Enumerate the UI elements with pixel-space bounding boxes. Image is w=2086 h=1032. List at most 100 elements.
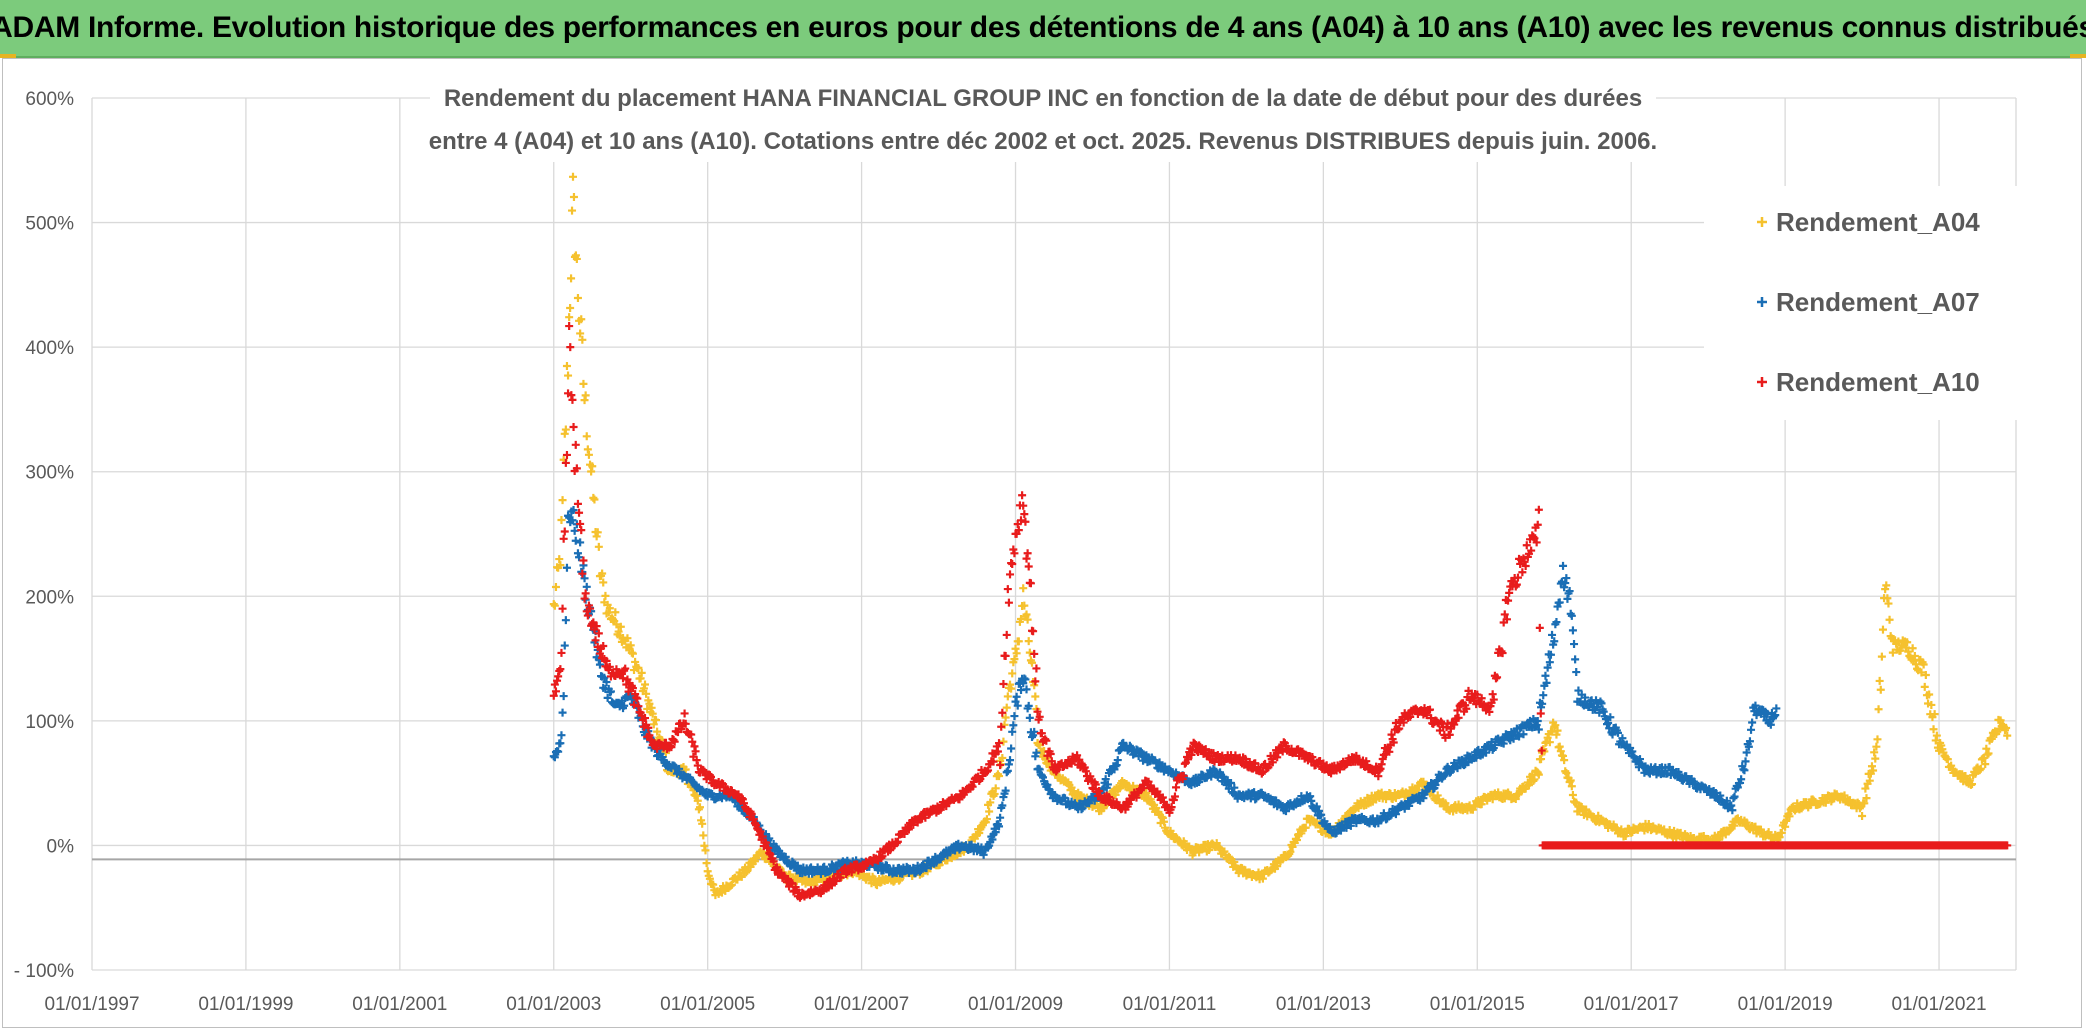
point-Rendement_A04: [611, 608, 620, 617]
point-Rendement_A10: [680, 709, 689, 718]
point-Rendement_A10: [592, 622, 601, 631]
point-Rendement_A04: [1142, 789, 1151, 798]
point-Rendement_A07: [1568, 626, 1577, 635]
point-Rendement_A07: [1570, 640, 1579, 649]
point-Rendement_A04: [702, 859, 711, 868]
point-Rendement_A07: [1006, 756, 1015, 765]
point-Rendement_A04: [1884, 599, 1893, 608]
point-Rendement_A10: [1406, 712, 1415, 721]
point-Rendement_A04: [1159, 817, 1168, 826]
point-Rendement_A07: [1219, 772, 1228, 781]
point-Rendement_A07: [1030, 727, 1039, 736]
point-Rendement_A07: [1431, 781, 1440, 789]
point-Rendement_A10: [1032, 664, 1041, 673]
point-Rendement_A10: [621, 664, 630, 673]
point-Rendement_A04: [1545, 738, 1554, 747]
point-Rendement_A10: [1047, 757, 1056, 766]
point-Rendement_A10: [1009, 545, 1018, 554]
point-Rendement_A07: [1453, 764, 1462, 773]
point-Rendement_A07: [1599, 707, 1608, 716]
point-Rendement_A10: [558, 604, 567, 613]
point-Rendement_A04: [569, 193, 578, 202]
point-Rendement_A04: [1286, 847, 1295, 856]
point-Rendement_A04: [1913, 664, 1922, 673]
point-Rendement_A07: [1136, 747, 1145, 756]
point-Rendement_A10: [1003, 585, 1012, 594]
point-Rendement_A07: [1227, 778, 1236, 787]
point-Rendement_A04: [998, 754, 1007, 763]
point-Rendement_A07: [1317, 810, 1326, 819]
point-Rendement_A10: [624, 687, 633, 696]
point-Rendement_A04: [1530, 775, 1539, 784]
point-Rendement_A10: [1002, 630, 1011, 639]
point-Rendement_A10: [1485, 707, 1494, 716]
point-Rendement_A04: [1551, 721, 1560, 730]
point-Rendement_A07: [1008, 727, 1017, 736]
point-Rendement_A10: [581, 589, 590, 598]
point-Rendement_A04: [634, 663, 643, 672]
point-Rendement_A07: [1571, 655, 1580, 664]
point-Rendement_A10: [2003, 841, 2012, 850]
point-Rendement_A04: [1870, 748, 1879, 757]
point-Rendement_A04: [1024, 637, 1033, 646]
point-Rendement_A04: [1553, 726, 1562, 735]
point-Rendement_A04: [1001, 713, 1010, 722]
point-Rendement_A10: [565, 322, 574, 331]
point-Rendement_A07: [606, 687, 615, 696]
point-Rendement_A04: [693, 796, 702, 805]
x-tick-label: 01/01/2017: [1584, 994, 1679, 1015]
point-Rendement_A07: [575, 553, 584, 562]
point-Rendement_A07: [1012, 692, 1021, 701]
point-Rendement_A10: [633, 694, 642, 703]
legend: Rendement_A04 Rendement_A07 Rendement_A10: [1704, 186, 2020, 420]
point-Rendement_A07: [1548, 630, 1557, 639]
point-Rendement_A04: [588, 462, 597, 471]
point-Rendement_A07: [1539, 691, 1548, 700]
point-Rendement_A04: [999, 737, 1008, 746]
point-Rendement_A07: [1007, 744, 1016, 753]
point-Rendement_A04: [616, 622, 625, 631]
point-Rendement_A10: [1454, 713, 1463, 722]
point-Rendement_A10: [1086, 772, 1095, 781]
point-Rendement_A10: [1018, 491, 1027, 500]
chart-title-line-1: Rendement du placement HANA FINANCIAL GR…: [444, 85, 1642, 112]
point-Rendement_A07: [569, 506, 578, 515]
point-Rendement_A07: [600, 673, 609, 682]
point-Rendement_A10: [557, 648, 566, 657]
point-Rendement_A04: [1869, 766, 1878, 775]
point-Rendement_A10: [1184, 755, 1193, 764]
point-Rendement_A10: [644, 723, 653, 732]
point-Rendement_A04: [562, 361, 571, 370]
point-Rendement_A04: [1158, 813, 1167, 822]
point-Rendement_A10: [998, 708, 1007, 717]
point-Rendement_A10: [1041, 735, 1050, 744]
y-tick-label: 600%: [25, 89, 74, 110]
point-Rendement_A10: [1033, 707, 1042, 716]
point-Rendement_A10: [1493, 673, 1502, 682]
point-Rendement_A04: [1433, 791, 1442, 800]
point-Rendement_A07: [1562, 574, 1571, 583]
point-Rendement_A04: [1008, 669, 1017, 678]
point-Rendement_A10: [1042, 736, 1051, 745]
point-Rendement_A07: [1559, 561, 1568, 570]
point-Rendement_A07: [1490, 740, 1499, 749]
point-Rendement_A07: [571, 536, 580, 545]
point-Rendement_A07: [576, 538, 585, 547]
point-Rendement_A04: [1273, 862, 1282, 871]
point-Rendement_A10: [1399, 718, 1408, 727]
point-Rendement_A07: [995, 822, 1004, 831]
point-Rendement_A10: [1504, 596, 1513, 605]
point-Rendement_A07: [1546, 650, 1555, 659]
point-Rendement_A04: [641, 680, 650, 689]
point-Rendement_A04: [1471, 802, 1480, 811]
point-Rendement_A04: [1529, 776, 1538, 785]
point-Rendement_A10: [1172, 783, 1181, 792]
point-Rendement_A04: [1777, 828, 1786, 837]
point-Rendement_A07: [1103, 780, 1112, 789]
legend-label: Rendement_A07: [1776, 287, 1980, 317]
corner-accent-right: [2070, 54, 2086, 58]
corner-accent-left: [0, 54, 16, 58]
point-Rendement_A10: [1498, 649, 1507, 658]
point-Rendement_A04: [564, 371, 573, 380]
